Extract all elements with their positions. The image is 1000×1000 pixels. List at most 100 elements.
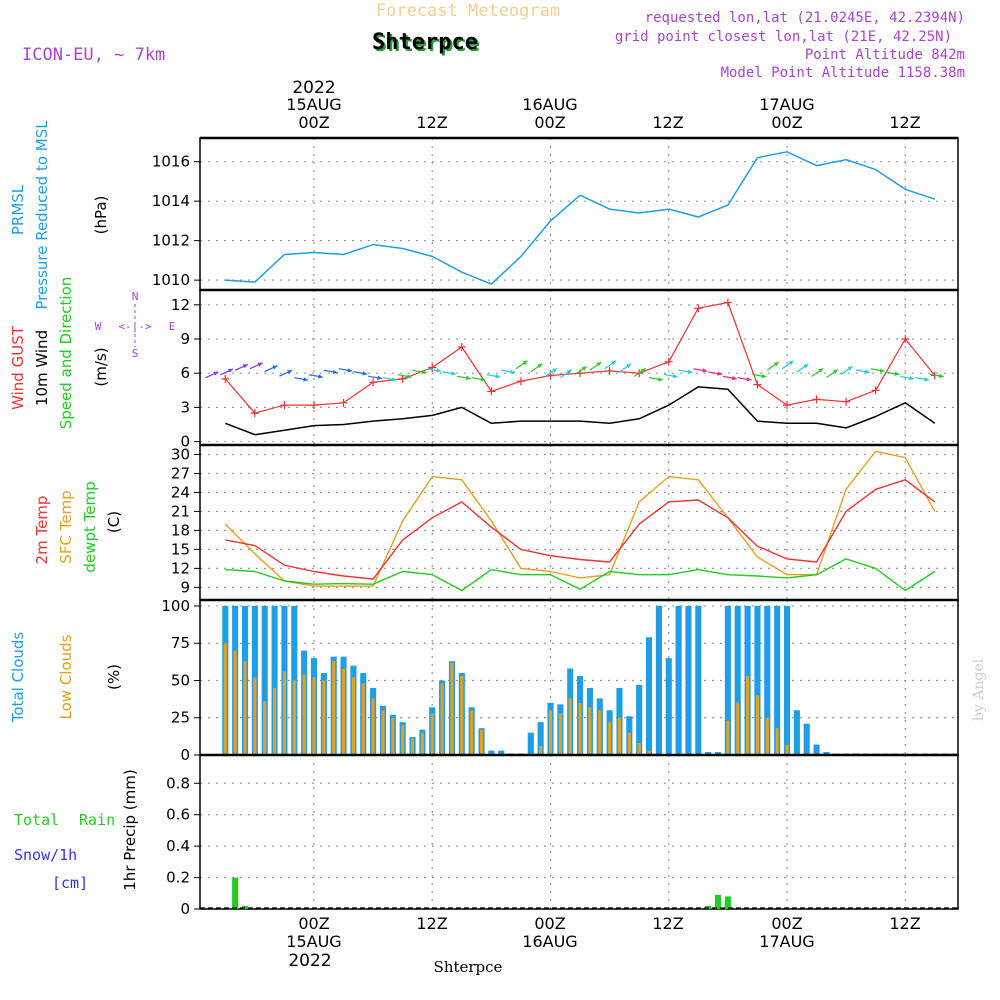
legend-temperature: 2m Temp SFC Temp dewpt Temp (C) [33,481,123,572]
wind-dir-arrowhead [717,371,722,376]
total-cloud-bar [714,752,722,755]
ytick-label-4: 0.8 [166,774,190,792]
ytick-label-2: 50 [171,671,190,689]
low-cloud-bar [598,710,602,755]
panel-clouds: 0 25 50 75 100 [161,597,959,764]
dewpoint-line [225,558,936,592]
label-pressure-reduced: Pressure Reduced to MSL [33,120,51,310]
top-tick-3: 12Z [652,113,683,132]
low-cloud-bar [342,668,346,755]
label-10m-wind: 10m Wind [33,330,51,406]
top-year: 2022 [292,78,335,98]
compass-arrows: <-|-> [118,320,151,333]
wind-dir-arrowhead [242,364,248,369]
gust-marker [783,401,791,410]
bottom-tick-0: 00Z [298,914,329,933]
wind-dir-arrowhead [421,369,427,374]
ytick-label-5: 24 [171,483,190,501]
low-cloud-bar [401,725,405,755]
low-cloud-bar [253,677,257,755]
ytick-label-1: 1012 [152,232,190,250]
low-cloud-bar [263,701,267,755]
label-precip-mm: 1hr Precip (mm) [121,769,139,890]
total-cloud-bar [527,732,534,755]
gust-marker [605,366,614,375]
wind-dir-arrowhead [938,373,944,379]
wind-speed-line [225,386,936,436]
wind-dir-arrowhead [436,368,442,373]
total-cloud-bar [498,750,505,755]
wind-dir-arrowhead [537,363,543,369]
gust-marker [280,401,289,410]
low-cloud-bar [568,698,572,755]
compass-north: N [132,290,139,303]
panel-pressure: 1010 1012 1014 1016 [152,136,959,291]
wind-dir-arrowhead [626,363,631,369]
label-rain: Rain [79,811,115,829]
ytick-label-7: 30 [171,445,190,463]
wind-dir-arrowhead [213,371,219,376]
gust-marker [310,401,318,410]
label-low-clouds: Low Clouds [57,634,75,719]
total-cloud-bar [793,710,800,755]
gust-marker [369,378,378,387]
low-cloud-bar [371,698,375,755]
total-cloud-bar [813,744,820,755]
panel-wind: 0 3 6 9 12 [171,288,959,451]
low-cloud-bar [608,722,612,755]
total-cloud-bar [261,605,268,755]
low-cloud-bar [322,680,326,755]
low-cloud-bar [381,710,385,755]
label-speed-direction: Speed and Direction [57,277,75,430]
top-tick-0: 00Z [298,113,329,132]
bottom-tick-5: 12Z [889,914,920,933]
total-cloud-bar [271,605,278,755]
low-cloud-bar [548,710,553,755]
top-date-2: 16AUG [522,95,577,114]
label-snow-unit: [cm] [52,874,88,892]
wind-dir-arrowhead [552,368,558,373]
wind-dir-arrowhead [731,375,737,381]
low-cloud-bar [578,702,582,755]
low-cloud-bar [273,687,277,755]
ytick-label-4: 21 [171,502,190,520]
bottom-date-1: 15AUG [286,932,341,951]
ytick-label-0: 0 [180,433,190,451]
ytick-label-3: 18 [171,521,190,539]
gust-marker [457,342,466,351]
label-wind-gust: Wind GUST [9,325,27,410]
ytick-label-0: 1010 [152,271,190,289]
low-cloud-bar [785,744,789,755]
wind-dir-arrowhead [566,369,572,374]
bottom-time-axis: 00Z 12Z 00Z 12Z 00Z 12Z 15AUG 16AUG 17AU… [286,914,920,976]
panel-frame [199,754,959,910]
total-cloud-bar [675,605,682,755]
gust-marker [812,395,821,404]
label-ms: (m/s) [92,347,110,386]
ytick-label-2: 6 [180,364,190,382]
wind-dir-arrowhead [257,362,263,367]
total-cloud-bar [823,752,830,755]
rain-bar [714,894,722,909]
gust-marker [694,304,703,313]
label-sfc-temp: SFC Temp [57,490,75,563]
wind-dir-arrowhead [702,368,708,373]
wind-dir-arrowhead [611,360,617,366]
ytick-label-6: 27 [171,464,190,482]
wind-dir-arrowhead [894,371,900,376]
wind-dir-arrowhead [391,377,397,382]
gust-marker [842,397,851,406]
wind-gust-line [224,301,936,414]
wind-dir-arrowhead [672,373,678,379]
bottom-station: Shterpce [434,958,503,976]
low-cloud-bar [726,720,730,755]
legend-wind: Wind GUST 10m Wind Speed and Direction (… [9,277,175,430]
label-prmsl: PRMSL [9,184,27,235]
compass-south: S [132,347,139,360]
label-dewpt-temp: dewpt Temp [81,481,99,572]
gust-marker [753,380,762,389]
bottom-tick-4: 00Z [771,914,802,933]
wind-dir-arrowhead [832,369,838,374]
wind-dir-arrowhead [510,369,516,374]
